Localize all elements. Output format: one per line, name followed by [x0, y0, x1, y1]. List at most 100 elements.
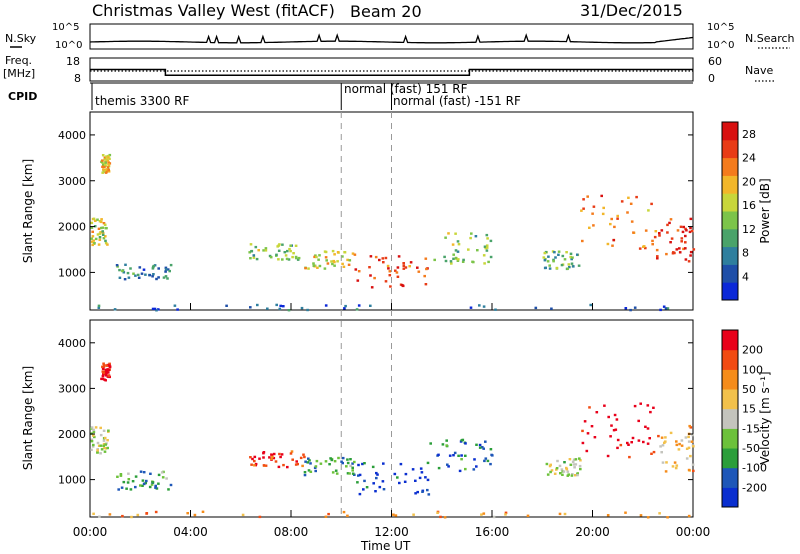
- echo-cell: [382, 488, 386, 491]
- echo-cell: [664, 470, 668, 473]
- echo-cell: [118, 268, 121, 272]
- echo-cell: [167, 488, 170, 491]
- cpid-change-markers: [340, 112, 392, 517]
- echo-cell: [394, 514, 398, 517]
- echo-cell: [120, 486, 124, 489]
- echo-cell: [452, 454, 455, 457]
- echo-cell: [103, 169, 106, 172]
- echo-cell: [660, 229, 664, 232]
- echo-cell: [107, 164, 111, 168]
- echo-cell: [262, 456, 265, 459]
- echo-cell: [669, 431, 673, 435]
- echo-cell: [105, 155, 108, 158]
- echo-cell: [161, 476, 165, 479]
- echo-cell: [351, 466, 354, 469]
- echo-cell: [101, 231, 105, 235]
- echo-cell: [356, 279, 360, 282]
- echo-cell: [107, 163, 110, 166]
- echo-cell: [630, 220, 634, 223]
- colorbar-band: [722, 467, 738, 488]
- echo-cell: [108, 364, 111, 367]
- echo-cell: [277, 258, 280, 261]
- echo-cell: [655, 248, 659, 252]
- colorbar-tick-label: -100: [742, 462, 767, 475]
- echo-cell: [115, 264, 119, 267]
- echo-cell: [266, 307, 269, 310]
- colorbar-band: [722, 428, 738, 449]
- echo-cell: [144, 273, 147, 276]
- echo-cell: [337, 456, 340, 460]
- echo-cell: [325, 259, 328, 262]
- echo-cell: [289, 244, 292, 247]
- echo-cell: [482, 305, 486, 308]
- echo-cell: [666, 223, 669, 227]
- echo-cell: [388, 270, 392, 273]
- echo-cell: [157, 473, 161, 477]
- echo-cell: [296, 462, 299, 466]
- echo-cell: [162, 276, 166, 279]
- echo-cell: [644, 246, 647, 250]
- echo-cell: [301, 464, 304, 468]
- echo-cell: [684, 436, 688, 439]
- echo-cell: [687, 468, 691, 472]
- echo-cell: [306, 308, 309, 312]
- echo-cell: [478, 446, 482, 449]
- echo-cell: [659, 308, 662, 312]
- echo-cell: [249, 456, 252, 459]
- echo-cell: [690, 229, 694, 233]
- echo-cell: [581, 441, 585, 445]
- echo-cell: [343, 251, 346, 254]
- echo-cell: [620, 200, 624, 203]
- echo-cell: [253, 464, 256, 467]
- echo-cell: [290, 450, 294, 453]
- echo-cell: [357, 463, 360, 467]
- echo-cell: [549, 463, 552, 466]
- echo-cell: [138, 266, 142, 269]
- echo-cell: [328, 463, 331, 466]
- echo-cell: [319, 462, 323, 465]
- colorbar-tick-label: 50: [742, 383, 756, 396]
- echo-cell: [534, 306, 538, 310]
- echo-cell: [639, 514, 643, 517]
- echo-cell: [90, 438, 94, 441]
- echo-cell: [96, 218, 99, 221]
- echo-cell: [606, 514, 610, 517]
- time-tick-label: 08:00: [274, 525, 309, 539]
- echo-cell: [624, 307, 628, 310]
- cpid-segment-2: normal (fast) 151 RF: [344, 82, 468, 96]
- echo-cell: [330, 458, 334, 462]
- echo-cell: [666, 231, 669, 234]
- velocity-y-axis-label: Slant Range [km]: [21, 366, 35, 470]
- echo-cell: [572, 458, 576, 461]
- echo-cell: [272, 452, 276, 456]
- echo-cell: [357, 474, 360, 477]
- echo-cell: [660, 436, 664, 439]
- echo-cell: [554, 256, 557, 259]
- echo-cell: [676, 229, 680, 232]
- echo-cell: [615, 418, 619, 421]
- noise-left-tick-bottom: 10^0: [55, 40, 82, 51]
- echo-cell: [154, 484, 157, 488]
- echo-cell: [104, 371, 107, 374]
- echo-cell: [444, 236, 447, 239]
- echo-cell: [122, 480, 126, 484]
- echo-cell: [478, 443, 482, 447]
- echo-cell: [104, 443, 107, 446]
- colorbar-tick-label: 16: [742, 199, 756, 212]
- echo-cell: [331, 249, 335, 253]
- echo-cell: [424, 283, 428, 286]
- echo-cell: [279, 304, 282, 308]
- echo-cell: [447, 465, 450, 468]
- colorbar-tick-label: 12: [742, 223, 756, 236]
- echo-cell: [586, 432, 590, 435]
- echo-cell: [416, 266, 419, 269]
- echo-cell: [102, 362, 105, 365]
- echo-cell: [552, 260, 555, 263]
- echo-cell: [582, 207, 585, 210]
- echo-cell: [570, 262, 574, 265]
- echo-cell: [576, 253, 579, 256]
- echo-cell: [454, 249, 458, 252]
- echo-cell: [561, 473, 564, 476]
- echo-cell: [90, 440, 94, 443]
- echo-cell: [155, 309, 158, 312]
